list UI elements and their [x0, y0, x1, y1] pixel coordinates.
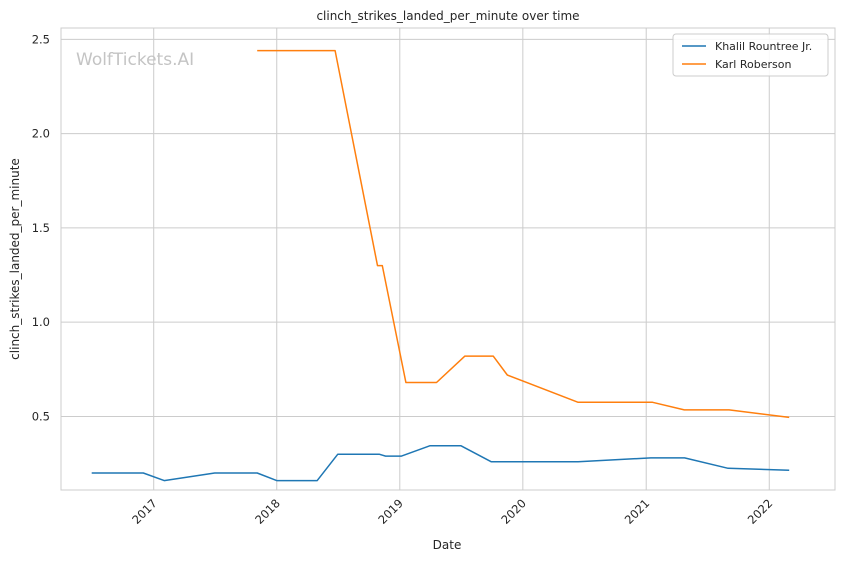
y-axis-ticks: 0.5 1.0 1.5 2.0 2.5: [32, 32, 50, 423]
series-line-karl-roberson: [257, 49, 790, 419]
legend: Khalil Rountree Jr. Karl Roberson: [672, 33, 829, 77]
legend-box: [672, 33, 829, 77]
x-tick-label: 2019: [375, 496, 406, 527]
x-tick-label: 2017: [129, 496, 160, 527]
watermark: WolfTickets.AI: [76, 50, 194, 70]
y-tick-label: 2.5: [32, 32, 50, 46]
y-tick-label: 2.0: [32, 127, 50, 141]
x-tick-label: 2018: [252, 496, 283, 527]
x-axis-title: Date: [433, 538, 462, 552]
x-tick-label: 2021: [622, 496, 653, 527]
series-lines: [91, 49, 790, 482]
y-tick-label: 1.5: [32, 221, 50, 235]
legend-label-khalil-rountree-jr: Khalil Rountree Jr.: [715, 40, 812, 53]
chart-title: clinch_strikes_landed_per_minute over ti…: [316, 9, 579, 23]
gridlines: [61, 28, 835, 490]
x-axis-ticks: 2017 2018 2019 2020 2021 2022: [129, 496, 775, 527]
series-line-khalil-rountree-jr: [91, 444, 790, 482]
y-tick-label: 0.5: [32, 409, 50, 423]
legend-label-karl-roberson: Karl Roberson: [715, 58, 791, 71]
x-tick-label: 2022: [745, 496, 776, 527]
plot-frame: [60, 27, 836, 491]
plot-area: [61, 28, 835, 490]
y-axis-title: clinch_strikes_landed_per_minute: [8, 158, 22, 360]
y-tick-label: 1.0: [32, 315, 50, 329]
x-tick-label: 2020: [498, 496, 529, 527]
